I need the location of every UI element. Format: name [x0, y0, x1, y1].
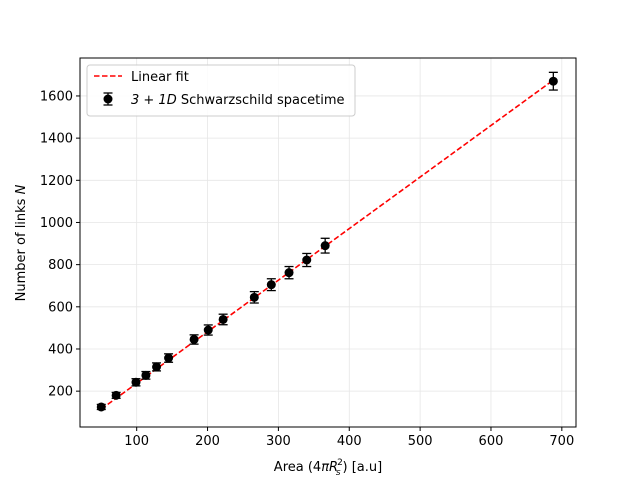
- data-point: [302, 252, 312, 268]
- legend-frame: [86, 64, 356, 117]
- x-axis-label: Area (4πR2 s) [a.u]: [274, 458, 382, 478]
- x-tick-label: 400: [337, 434, 362, 449]
- data-marker: [141, 370, 151, 380]
- data-marker: [111, 390, 121, 400]
- y-tick-label: 800: [48, 258, 73, 273]
- x-tick-label: 500: [408, 434, 433, 449]
- y-tick-label: 1200: [40, 174, 73, 189]
- data-marker: [302, 255, 312, 265]
- data-marker: [266, 280, 276, 290]
- data-point: [189, 334, 199, 345]
- data-point: [141, 370, 151, 380]
- legend-data-label: 3 + 1D Schwarzschild spacetime: [131, 93, 345, 108]
- plot-frame: [79, 57, 577, 428]
- x-axis-ticks: 100 200 300 400 500 600 700: [124, 427, 574, 449]
- data-layer: [96, 71, 558, 412]
- y-tick-label: 400: [48, 342, 73, 357]
- grid: [80, 58, 576, 427]
- data-marker: [131, 377, 141, 387]
- x-tick-label: 100: [124, 434, 149, 449]
- legend-data-swatch: [103, 92, 113, 106]
- data-marker: [218, 314, 228, 324]
- data-point: [218, 313, 228, 326]
- y-axis-ticks: 200 400 600 800 1000 1200 1400 1600: [40, 89, 80, 400]
- data-marker: [284, 268, 294, 278]
- x-tick-label: 600: [479, 434, 504, 449]
- data-point: [320, 237, 330, 254]
- x-tick-label: 300: [266, 434, 291, 449]
- data-point: [164, 353, 174, 363]
- y-axis-label: Number of links N: [14, 184, 29, 301]
- data-point: [548, 71, 558, 91]
- data-point: [96, 402, 106, 412]
- data-point: [266, 278, 276, 292]
- data-marker: [203, 325, 213, 335]
- data-marker: [164, 353, 174, 363]
- data-marker: [320, 241, 330, 251]
- data-marker: [249, 292, 259, 302]
- legend-fit-label: Linear fit: [131, 70, 189, 85]
- x-tick-label: 200: [195, 434, 220, 449]
- y-tick-label: 1000: [40, 216, 73, 231]
- data-point: [152, 362, 162, 372]
- y-tick-label: 1400: [40, 132, 73, 147]
- legend: Linear fit 3 + 1D Schwarzschild spacetim…: [86, 64, 356, 117]
- y-tick-label: 600: [48, 300, 73, 315]
- data-point: [203, 324, 213, 336]
- y-tick-label: 200: [48, 385, 73, 400]
- x-tick-label: 700: [549, 434, 574, 449]
- data-point: [249, 290, 259, 304]
- y-tick-label: 1600: [40, 89, 73, 104]
- data-marker: [152, 362, 162, 372]
- data-marker: [96, 402, 106, 412]
- data-marker: [548, 76, 558, 86]
- data-point: [284, 265, 294, 280]
- data-marker: [189, 334, 199, 344]
- data-point: [111, 390, 121, 400]
- data-point: [131, 377, 141, 387]
